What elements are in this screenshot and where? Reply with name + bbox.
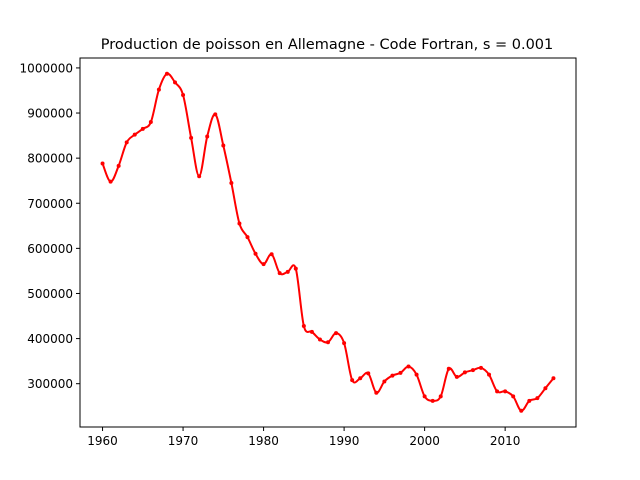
data-point [422,394,427,399]
data-point [398,370,403,375]
data-point [189,135,194,140]
data-point [454,374,459,379]
y-tick-label: 700000 [27,197,73,211]
data-point [116,163,121,168]
x-tick-label: 1970 [168,434,199,448]
y-tick-label: 1000000 [20,61,73,75]
plot-frame [79,57,577,428]
x-tick-label: 1980 [248,434,279,448]
y-tick-label: 600000 [27,242,73,256]
y-tick-label: 900000 [27,107,73,121]
data-point [527,398,532,403]
data-point [285,269,290,274]
data-point [406,364,411,369]
y-axis: 300000 400000 500000 600000 700000 800000 9000… [20,61,80,391]
data-point [543,386,548,391]
x-tick-label: 1990 [329,434,360,448]
data-point [221,143,226,148]
data-point [301,323,306,328]
data-point [350,378,355,383]
x-tick-label: 2010 [490,434,521,448]
data-point [253,251,258,256]
data-point [519,408,524,413]
data-point [374,390,379,395]
series-layer [100,71,556,413]
data-point [487,372,492,377]
y-tick-label: 800000 [27,152,73,166]
data-point [293,266,298,271]
plot-area: 1960 1970 1980 1990 2000 2010 300000 400000 500… [20,57,577,448]
y-tick-label: 300000 [27,377,73,391]
data-point [430,398,435,403]
data-point [108,179,113,184]
data-point [213,112,218,117]
data-point [358,376,363,381]
data-point [414,372,419,377]
data-point [237,221,242,226]
data-point [205,134,210,139]
data-point [229,180,234,185]
data-point [478,365,483,370]
data-point [462,370,467,375]
data-point [164,71,169,76]
data-point [148,120,153,125]
x-axis: 1960 1970 1980 1990 2000 2010 [87,427,520,448]
data-point [446,366,451,371]
data-point [309,329,314,334]
data-point [132,132,137,137]
data-point [390,373,395,378]
data-point [511,394,516,399]
data-point [261,262,266,267]
y-tick-label: 500000 [27,287,73,301]
y-tick-label: 400000 [27,332,73,346]
data-point [326,340,330,345]
data-point [551,376,556,381]
data-point [470,368,475,373]
data-point [269,252,274,257]
data-point [334,331,339,336]
data-point [366,371,371,376]
data-point [503,389,508,394]
data-point [245,235,250,240]
x-tick-label: 2000 [409,434,440,448]
x-tick-label: 1960 [87,434,118,448]
data-point [342,341,347,346]
data-point [535,396,540,401]
data-point [140,126,145,131]
data-point [277,271,282,276]
data-point [317,337,322,342]
chart-title: Production de poisson en Allemagne - Cod… [101,37,554,53]
data-point [495,389,500,394]
data-point [156,87,161,92]
data-point [438,394,443,399]
data-point [382,379,387,384]
data-point [124,140,129,145]
data-point [100,161,105,166]
data-point [173,80,178,85]
data-point [197,174,202,179]
data-point [181,92,186,97]
